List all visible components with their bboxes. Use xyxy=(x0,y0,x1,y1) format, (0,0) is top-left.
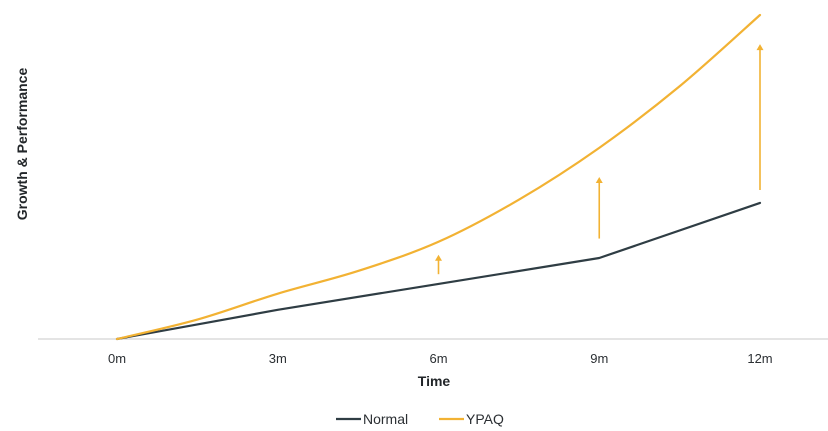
x-tick-label: 3m xyxy=(269,351,287,366)
arrow-head xyxy=(595,177,603,183)
improvement-arrow xyxy=(756,44,764,190)
x-axis-title: Time xyxy=(418,373,451,389)
legend-label: Normal xyxy=(363,411,408,427)
legend-item-ypaq: YPAQ xyxy=(439,411,504,427)
x-tick-label: 9m xyxy=(590,351,608,366)
y-axis-title: Growth & Performance xyxy=(14,68,30,221)
series-line-normal xyxy=(115,201,762,341)
annotation-arrows xyxy=(435,44,764,275)
x-tick-label: 0m xyxy=(108,351,126,366)
legend-item-normal: Normal xyxy=(336,411,408,427)
improvement-arrow xyxy=(595,177,603,239)
legend: Normal YPAQ xyxy=(336,411,504,427)
improvement-arrow xyxy=(435,254,442,275)
x-tick-label: 6m xyxy=(429,351,447,366)
x-tick-label: 12m xyxy=(747,351,772,366)
arrow-head xyxy=(756,44,764,51)
series-line-ypaq xyxy=(115,13,762,341)
series-layer xyxy=(115,13,762,341)
legend-label: YPAQ xyxy=(466,411,504,427)
arrow-head xyxy=(435,254,442,261)
x-tick-labels: 0m 3m 6m 9m 12m xyxy=(108,351,773,366)
